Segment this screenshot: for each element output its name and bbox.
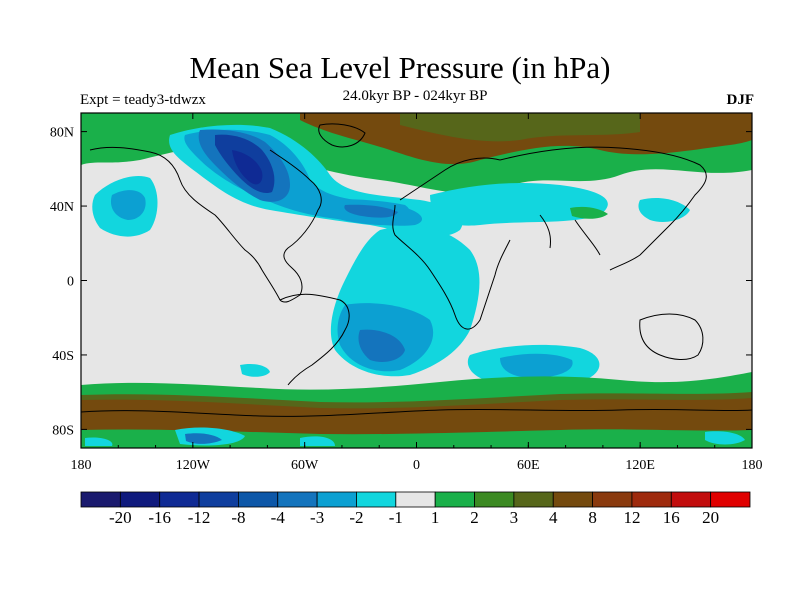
colorbar-swatch (119, 491, 161, 508)
colorbar-label: -3 (310, 508, 324, 527)
y-tick-label: 0 (67, 275, 74, 290)
y-tick-label: 80N (50, 126, 74, 141)
field-south-brown-band (81, 398, 752, 435)
colorbar (80, 491, 751, 508)
colorbar-swatch (395, 491, 436, 508)
y-tick-label: 80S (52, 423, 74, 438)
colorbar-swatch (159, 491, 200, 508)
colorbar-label: 12 (623, 508, 640, 527)
colorbar-label: 1 (431, 508, 440, 527)
coast-antarctica (81, 408, 752, 417)
axis-ticks (80, 113, 753, 448)
colorbar-swatch (592, 491, 633, 508)
colorbar-label: 2 (470, 508, 479, 527)
x-tick-label: 0 (413, 458, 420, 473)
colorbar-swatch (670, 491, 712, 508)
colorbar-swatch (513, 491, 554, 508)
colorbar-swatch (198, 491, 239, 508)
colorbar-swatch (552, 491, 593, 508)
field-pacific-low-inner (110, 190, 146, 220)
colorbar-swatch (277, 491, 318, 508)
field-south-pacific-cyan (240, 363, 270, 377)
colorbar-swatch (238, 491, 279, 508)
field-central-asia-green (570, 206, 608, 219)
axis-tick-labels: 180 120W 60W 0 60E 120E 180 80N 40N 0 40S 80S (50, 126, 763, 473)
colorbar-label: 16 (663, 508, 680, 527)
colorbar-label: -8 (231, 508, 245, 527)
colorbar-swatch (316, 491, 357, 508)
colorbar-swatch (474, 491, 515, 508)
coast-north-america (89, 146, 322, 303)
y-tick-label: 40S (52, 349, 74, 364)
field-antarctic-cyan-1 (85, 437, 113, 446)
field-north-atlantic-core (344, 204, 398, 218)
field-antarctic-green (81, 429, 752, 448)
experiment-label: Expt = teady3-tdwzx (80, 92, 206, 108)
colorbar-label: 4 (549, 508, 558, 527)
colorbar-label: -16 (148, 508, 171, 527)
map-field (81, 113, 752, 448)
colorbar-label: 20 (702, 508, 719, 527)
coast-greenland (318, 123, 366, 148)
colorbar-label: -20 (109, 508, 132, 527)
coast-asia (499, 146, 707, 271)
colorbar-swatch (356, 491, 397, 508)
field-eurasia-cyan (430, 183, 608, 226)
colorbar-label: 8 (588, 508, 597, 527)
period-label: 24.0kyr BP - 024kyr BP (342, 88, 488, 104)
colorbar-swatch (631, 491, 672, 508)
colorbar-labels: -20 -16 -12 -8 -4 -3 -2 -1 1 2 3 4 8 12 16 20 (109, 508, 719, 527)
x-tick-label: 60W (291, 458, 319, 473)
x-tick-label: 60E (517, 458, 540, 473)
colorbar-label: -4 (271, 508, 286, 527)
field-namerica-low-deepest (232, 150, 263, 185)
colorbar-swatch (80, 491, 121, 508)
x-tick-label: 180 (71, 458, 92, 473)
field-atlantic-core (358, 329, 405, 362)
season-label: DJF (726, 92, 755, 108)
field-antarctic-cyan-3 (300, 436, 335, 446)
coast-europe-africa (392, 157, 511, 330)
field-antarctic-blue (185, 433, 222, 444)
x-tick-label: 180 (742, 458, 763, 473)
field-antarctic-cyan-4 (705, 431, 745, 445)
field-east-asia-cyan (638, 198, 690, 222)
colorbar-label: -12 (188, 508, 211, 527)
y-tick-label: 40N (50, 200, 74, 215)
x-tick-label: 120W (176, 458, 211, 473)
colorbar-label: 3 (510, 508, 519, 527)
coastlines (81, 123, 752, 417)
colorbar-swatch (434, 491, 475, 508)
colorbar-label: -2 (349, 508, 363, 527)
colorbar-swatch (710, 491, 751, 508)
field-indian-inner (500, 353, 573, 378)
field-north-olive-patch (400, 113, 640, 142)
colorbar-label: -1 (389, 508, 403, 527)
chart-title: Mean Sea Level Pressure (in hPa) (189, 50, 611, 85)
coast-south-america (279, 293, 350, 386)
coast-australia (639, 313, 704, 360)
x-tick-label: 120E (625, 458, 655, 473)
